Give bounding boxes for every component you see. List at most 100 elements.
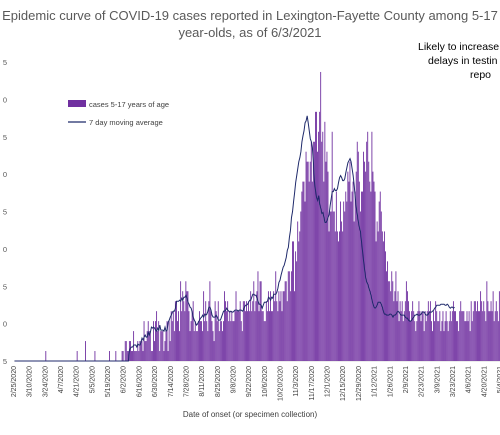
case-bar <box>187 291 189 361</box>
case-bar <box>472 311 474 361</box>
case-bar <box>183 301 185 361</box>
case-bar <box>247 311 248 361</box>
case-bar <box>180 281 182 361</box>
case-bar <box>155 321 156 361</box>
case-bar <box>267 291 269 361</box>
case-bar <box>248 301 250 361</box>
chart-title-line-2: year-olds, as of 6/3/2021 <box>178 25 322 40</box>
case-bar <box>455 311 456 361</box>
case-bar <box>153 321 154 361</box>
case-bar <box>390 291 392 361</box>
case-bar <box>190 321 192 361</box>
x-tick-label: 7/14/2020 <box>168 366 175 397</box>
case-bar <box>326 151 328 361</box>
case-bar <box>195 331 197 361</box>
case-bar <box>138 351 140 361</box>
case-bar <box>454 311 455 361</box>
case-bar <box>260 281 262 361</box>
case-bar <box>321 141 323 361</box>
case-bar <box>349 161 351 361</box>
y-tick-label: 5 <box>3 208 7 217</box>
case-bar <box>170 311 172 361</box>
case-bar <box>167 351 169 361</box>
case-bar <box>490 301 492 361</box>
case-bar <box>392 281 394 361</box>
case-bar <box>495 301 497 361</box>
case-bar <box>286 301 288 361</box>
case-bar <box>394 291 396 361</box>
case-bar <box>181 311 183 361</box>
case-bar <box>205 301 207 361</box>
x-tick-label: 5/19/2020 <box>105 366 112 397</box>
case-bar <box>441 321 443 361</box>
case-bar <box>76 351 78 361</box>
case-bar <box>159 351 161 361</box>
case-bar <box>251 311 253 361</box>
case-bar <box>408 301 409 361</box>
case-bar <box>139 341 141 361</box>
case-bar <box>323 181 325 361</box>
case-bar <box>311 181 313 361</box>
case-bar <box>193 331 195 361</box>
case-bar <box>424 311 426 361</box>
case-bar <box>221 331 223 361</box>
case-bar <box>203 291 205 361</box>
case-bar <box>188 311 190 361</box>
case-bar <box>355 171 357 361</box>
y-tick-label: 0 <box>3 245 7 254</box>
case-bar <box>168 321 170 361</box>
case-bar <box>242 301 244 361</box>
case-bar <box>372 171 374 361</box>
case-bar <box>492 291 494 361</box>
case-bar <box>158 321 160 361</box>
case-bar <box>246 301 247 361</box>
case-bar <box>273 291 275 361</box>
case-bar <box>259 281 261 361</box>
case-bar <box>440 331 442 361</box>
case-bar <box>130 341 131 361</box>
case-bar <box>480 291 482 361</box>
case-bar <box>163 351 165 361</box>
case-bar <box>401 301 403 361</box>
case-bar <box>350 201 352 361</box>
case-bar <box>223 321 224 361</box>
case-bar <box>219 321 221 361</box>
case-bar <box>250 291 252 361</box>
case-bar <box>470 301 472 361</box>
case-bar <box>254 311 256 361</box>
case-bar <box>427 301 429 361</box>
case-bar <box>137 341 139 361</box>
case-bar <box>208 301 210 361</box>
case-bar <box>340 201 341 361</box>
case-bar <box>305 151 307 361</box>
case-bar <box>381 231 383 361</box>
case-bar <box>239 301 241 361</box>
case-bar <box>469 331 471 361</box>
case-bar <box>421 311 423 361</box>
case-bar <box>282 291 284 361</box>
case-bar <box>380 211 382 361</box>
case-bar <box>136 351 138 361</box>
case-bar <box>328 231 330 361</box>
case-bar <box>358 181 360 361</box>
case-bar <box>256 291 258 361</box>
case-bar <box>475 311 477 361</box>
case-bar <box>298 241 300 361</box>
case-bar <box>332 211 334 361</box>
case-bar <box>275 271 277 361</box>
case-bar <box>293 241 294 361</box>
case-bar <box>173 331 175 361</box>
case-bar <box>459 311 461 361</box>
case-bar <box>391 271 393 361</box>
case-bar <box>386 271 387 361</box>
case-bar <box>445 311 447 361</box>
case-bar <box>389 281 391 361</box>
case-bar <box>362 191 363 361</box>
case-bar <box>393 301 395 361</box>
case-bar <box>406 291 408 361</box>
case-bar <box>141 341 143 361</box>
case-bar <box>373 181 375 361</box>
case-bar <box>348 181 350 361</box>
